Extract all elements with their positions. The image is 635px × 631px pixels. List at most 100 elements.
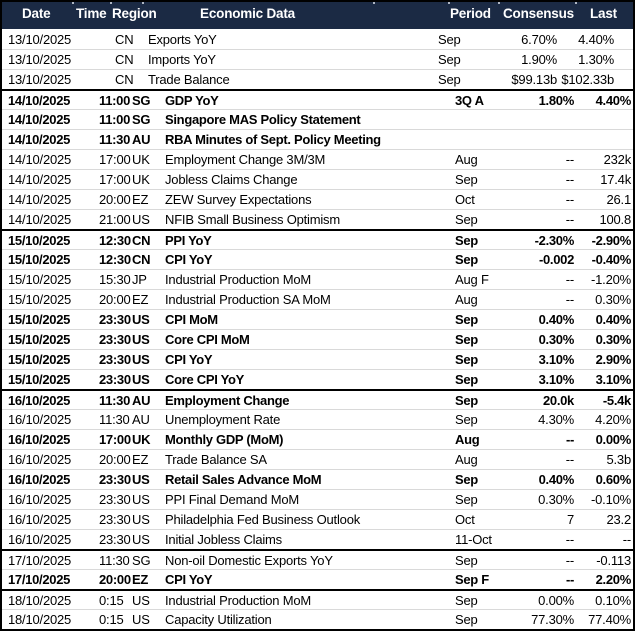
table-row[interactable]: 15/10/2025 23:30 US Core CPI YoY Sep 3.1… xyxy=(2,369,633,389)
cell-last[interactable]: -5.4k xyxy=(602,392,631,408)
cell-last[interactable]: 5.3b xyxy=(606,452,631,467)
cell-period[interactable]: Sep xyxy=(438,52,461,67)
cell-last[interactable]: 0.00% xyxy=(595,432,632,447)
table-row[interactable]: 14/10/2025 17:00 UK Jobless Claims Chang… xyxy=(2,169,633,189)
table-row[interactable]: 16/10/2025 11:30 AU Unemployment Rate Se… xyxy=(2,409,633,429)
cell-period[interactable]: Aug xyxy=(455,432,480,447)
table-row[interactable]: 16/10/2025 20:00 EZ Trade Balance SA Aug… xyxy=(2,449,633,469)
cell-period[interactable]: Sep xyxy=(455,232,478,248)
table-row[interactable]: 14/10/2025 11:30 AU RBA Minutes of Sept.… xyxy=(2,129,633,149)
cell-region[interactable]: AU xyxy=(132,392,151,408)
cell-last[interactable]: -- xyxy=(622,532,631,547)
cell-time[interactable]: 11:30 xyxy=(99,392,131,408)
cell-time[interactable]: 0:15 xyxy=(99,592,124,608)
cell-economic-data[interactable]: Jobless Claims Change xyxy=(165,172,298,187)
cell-economic-data[interactable]: CPI YoY xyxy=(165,572,213,587)
cell-region[interactable]: UK xyxy=(132,152,150,167)
cell-date[interactable]: 15/10/2025 xyxy=(8,292,72,307)
cell-time[interactable]: 23:30 xyxy=(99,492,131,507)
cell-date[interactable]: 14/10/2025 xyxy=(8,192,72,207)
cell-consensus[interactable]: -- xyxy=(565,432,574,447)
cell-time[interactable]: 17:00 xyxy=(99,432,131,447)
cell-region[interactable]: JP xyxy=(132,272,147,287)
cell-time[interactable]: 0:15 xyxy=(99,612,124,627)
cell-economic-data[interactable]: CPI YoY xyxy=(165,252,213,267)
cell-last[interactable]: 4.40% xyxy=(578,31,614,47)
cell-region[interactable]: CN xyxy=(115,52,134,67)
cell-region[interactable]: US xyxy=(132,532,150,547)
cell-date[interactable]: 14/10/2025 xyxy=(8,152,72,167)
cell-period[interactable]: Sep F xyxy=(455,572,489,587)
cell-period[interactable]: Sep xyxy=(455,312,478,327)
cell-economic-data[interactable]: CPI MoM xyxy=(165,312,218,327)
cell-date[interactable]: 16/10/2025 xyxy=(8,492,72,507)
cell-consensus[interactable]: -- xyxy=(565,192,574,207)
cell-date[interactable]: 13/10/2025 xyxy=(8,52,72,67)
cell-period[interactable]: 11-Oct xyxy=(455,532,492,547)
cell-period[interactable]: Sep xyxy=(455,212,478,227)
cell-time[interactable]: 11:00 xyxy=(99,112,131,127)
cell-last[interactable]: -1.20% xyxy=(591,272,631,287)
cell-region[interactable]: SG xyxy=(132,552,151,568)
cell-last[interactable]: 100.8 xyxy=(599,212,631,227)
cell-period[interactable]: Sep xyxy=(438,31,461,47)
cell-last[interactable]: 0.30% xyxy=(595,332,632,347)
cell-economic-data[interactable]: Industrial Production MoM xyxy=(165,592,312,608)
table-row[interactable]: 13/10/2025 CN Exports YoY Sep 6.70% 4.40… xyxy=(2,29,633,49)
cell-region[interactable]: US xyxy=(132,472,150,487)
cell-last[interactable]: 232k xyxy=(603,152,632,167)
cell-period[interactable]: Sep xyxy=(455,472,478,487)
table-row[interactable]: 14/10/2025 17:00 UK Employment Change 3M… xyxy=(2,149,633,169)
cell-last[interactable]: $102.33b xyxy=(561,72,614,87)
cell-consensus[interactable]: -- xyxy=(565,152,574,167)
cell-consensus[interactable]: 0.00% xyxy=(538,592,574,608)
cell-economic-data[interactable]: Trade Balance xyxy=(148,72,230,87)
cell-time[interactable]: 12:30 xyxy=(99,252,131,267)
cell-consensus[interactable]: $99.13b xyxy=(511,72,557,87)
cell-consensus[interactable]: 3.10% xyxy=(538,352,575,367)
cell-date[interactable]: 17/10/2025 xyxy=(8,572,71,587)
cell-economic-data[interactable]: ZEW Survey Expectations xyxy=(165,192,312,207)
cell-region[interactable]: EZ xyxy=(132,192,149,207)
table-row[interactable]: 15/10/2025 12:30 CN PPI YoY Sep -2.30% -… xyxy=(2,229,633,249)
cell-economic-data[interactable]: Initial Jobless Claims xyxy=(165,532,282,547)
table-row[interactable]: 14/10/2025 11:00 SG GDP YoY 3Q A 1.80% 4… xyxy=(2,89,633,109)
cell-period[interactable]: Sep xyxy=(455,592,478,608)
table-row[interactable]: 16/10/2025 17:00 UK Monthly GDP (MoM) Au… xyxy=(2,429,633,449)
cell-economic-data[interactable]: Industrial Production SA MoM xyxy=(165,292,331,307)
cell-consensus[interactable]: -- xyxy=(565,532,574,547)
cell-economic-data[interactable]: RBA Minutes of Sept. Policy Meeting xyxy=(165,132,381,147)
cell-consensus[interactable]: -- xyxy=(565,172,574,187)
cell-date[interactable]: 15/10/2025 xyxy=(8,272,72,287)
cell-date[interactable]: 17/10/2025 xyxy=(8,552,72,568)
table-row[interactable]: 14/10/2025 11:00 SG Singapore MAS Policy… xyxy=(2,109,633,129)
cell-economic-data[interactable]: Trade Balance SA xyxy=(165,452,267,467)
cell-time[interactable]: 23:30 xyxy=(99,312,131,327)
cell-date[interactable]: 14/10/2025 xyxy=(8,92,71,108)
cell-time[interactable]: 17:00 xyxy=(99,152,131,167)
cell-economic-data[interactable]: Employment Change xyxy=(165,392,290,408)
cell-period[interactable]: Oct xyxy=(455,192,475,207)
cell-time[interactable]: 20:00 xyxy=(99,452,131,467)
table-row[interactable]: 14/10/2025 21:00 US NFIB Small Business … xyxy=(2,209,633,229)
cell-date[interactable]: 15/10/2025 xyxy=(8,332,71,347)
cell-region[interactable]: US xyxy=(132,372,150,387)
table-row[interactable]: 15/10/2025 12:30 CN CPI YoY Sep -0.002 -… xyxy=(2,249,633,269)
cell-economic-data[interactable]: Exports YoY xyxy=(148,31,217,47)
cell-region[interactable]: AU xyxy=(132,132,151,147)
table-row[interactable]: 15/10/2025 23:30 US Core CPI MoM Sep 0.3… xyxy=(2,329,633,349)
cell-last[interactable]: 0.10% xyxy=(595,592,631,608)
cell-consensus[interactable]: 1.90% xyxy=(521,52,557,67)
cell-region[interactable]: SG xyxy=(132,92,151,108)
cell-time[interactable]: 21:00 xyxy=(99,212,131,227)
table-row[interactable]: 15/10/2025 23:30 US CPI MoM Sep 0.40% 0.… xyxy=(2,309,633,329)
cell-time[interactable]: 23:30 xyxy=(99,532,131,547)
cell-region[interactable]: EZ xyxy=(132,452,149,467)
cell-time[interactable]: 15:30 xyxy=(99,272,131,287)
cell-region[interactable]: US xyxy=(132,492,150,507)
cell-date[interactable]: 15/10/2025 xyxy=(8,372,71,387)
cell-consensus[interactable]: 6.70% xyxy=(521,31,557,47)
cell-last[interactable]: -2.90% xyxy=(591,232,632,248)
cell-period[interactable]: Aug xyxy=(455,452,478,467)
cell-last[interactable]: 1.30% xyxy=(578,52,614,67)
